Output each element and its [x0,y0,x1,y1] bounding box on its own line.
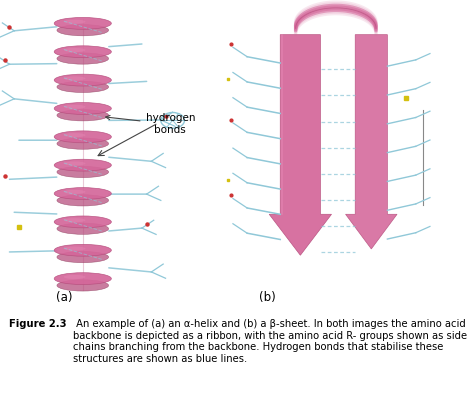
Ellipse shape [64,162,86,166]
Ellipse shape [64,275,86,279]
Ellipse shape [57,138,109,149]
FancyArrow shape [346,35,397,249]
Ellipse shape [54,244,111,256]
Ellipse shape [64,133,86,137]
Text: (a): (a) [56,291,72,304]
Ellipse shape [57,251,109,263]
Ellipse shape [54,216,111,228]
Ellipse shape [64,48,86,52]
Text: (b): (b) [259,291,276,304]
Ellipse shape [64,20,86,24]
Ellipse shape [54,187,111,200]
Ellipse shape [57,53,109,64]
Ellipse shape [54,131,111,143]
Ellipse shape [64,76,86,80]
Ellipse shape [64,190,86,194]
FancyArrow shape [269,35,332,255]
Ellipse shape [54,273,111,284]
Ellipse shape [54,103,111,114]
Ellipse shape [64,105,86,109]
Text: hydrogen
bonds: hydrogen bonds [105,114,195,135]
Ellipse shape [57,280,109,291]
Ellipse shape [57,223,109,234]
Text: An example of (a) an α-helix and (b) a β-sheet. In both images the amino acid ba: An example of (a) an α-helix and (b) a β… [73,319,467,364]
Ellipse shape [54,17,111,29]
Ellipse shape [64,246,86,250]
Ellipse shape [57,81,109,93]
Ellipse shape [57,109,109,121]
Ellipse shape [64,218,86,222]
Ellipse shape [54,74,111,86]
Ellipse shape [54,159,111,171]
Text: Figure 2.3: Figure 2.3 [9,319,67,329]
Ellipse shape [54,46,111,58]
Ellipse shape [57,25,109,36]
Ellipse shape [57,166,109,178]
Ellipse shape [57,195,109,206]
